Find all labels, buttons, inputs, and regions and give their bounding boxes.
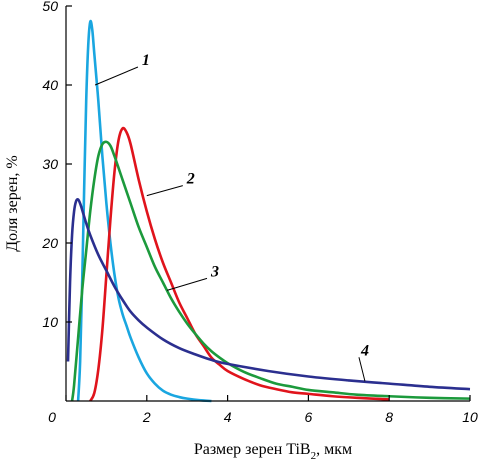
x-tick-label: 10: [462, 409, 478, 425]
series-3-leader: [166, 277, 208, 291]
series-4-leader: [358, 357, 366, 382]
x-axis-label: Размер зерен TiB2, мкм: [194, 441, 352, 460]
series-2-leader: [146, 185, 183, 197]
y-axis-label: Доля зерен, %: [4, 155, 21, 251]
series-1-line: [76, 19, 212, 403]
labels: 0 2 4 6 8 10 10 20 30 40 50 Размер зерен TiB2, мкм Д…: [4, 0, 478, 460]
y-tick-label: 30: [42, 156, 58, 172]
axes: [65, 5, 471, 402]
series-4-label: 4: [360, 342, 369, 359]
y-tick-label: 10: [42, 314, 58, 330]
series-2-line: [89, 126, 390, 402]
series-1-leader: [94, 66, 139, 86]
x-tick-label: 2: [142, 409, 151, 425]
x-tick-label: 8: [385, 409, 393, 425]
series-3-label: 3: [210, 263, 219, 280]
y-tick-label: 20: [41, 235, 58, 251]
series-1-label: 1: [142, 52, 150, 69]
series-3-line: [70, 140, 471, 402]
series-4-line: [66, 198, 471, 391]
y-tick-label: 50: [42, 0, 58, 14]
x-tick-label: 4: [224, 409, 232, 425]
y-tick-label: 40: [42, 77, 58, 93]
x-tick-label: 0: [48, 409, 56, 425]
series-2-label: 2: [186, 171, 195, 188]
plot-area: [66, 19, 471, 403]
x-tick-label: 6: [305, 409, 313, 425]
